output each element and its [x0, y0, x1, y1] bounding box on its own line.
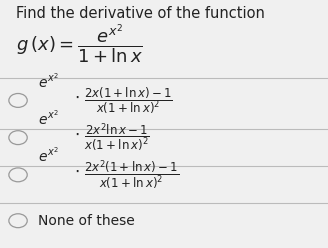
Text: $\cdot$: $\cdot$	[74, 162, 79, 180]
Text: $g\,(x) = \dfrac{e^{x^2}}{1+\ln x}$: $g\,(x) = \dfrac{e^{x^2}}{1+\ln x}$	[16, 23, 143, 66]
Text: $e^{x^2}$: $e^{x^2}$	[38, 109, 59, 128]
Text: $\dfrac{2x^2 \ln x-1}{x(1+\ln x)^2}$: $\dfrac{2x^2 \ln x-1}{x(1+\ln x)^2}$	[84, 121, 149, 154]
Text: $e^{x^2}$: $e^{x^2}$	[38, 72, 59, 91]
Text: $\cdot$: $\cdot$	[74, 88, 79, 106]
Text: $\cdot$: $\cdot$	[74, 125, 79, 143]
Text: Find the derivative of the function: Find the derivative of the function	[16, 6, 265, 21]
Text: $\dfrac{2x^2(1+\ln x)-1}{x(1+\ln x)^2}$: $\dfrac{2x^2(1+\ln x)-1}{x(1+\ln x)^2}$	[84, 158, 179, 192]
Text: $\dfrac{2x(1+\ln x)-1}{x(1+\ln x)^2}$: $\dfrac{2x(1+\ln x)-1}{x(1+\ln x)^2}$	[84, 85, 173, 116]
Text: $e^{x^2}$: $e^{x^2}$	[38, 146, 59, 165]
Text: None of these: None of these	[38, 214, 134, 228]
